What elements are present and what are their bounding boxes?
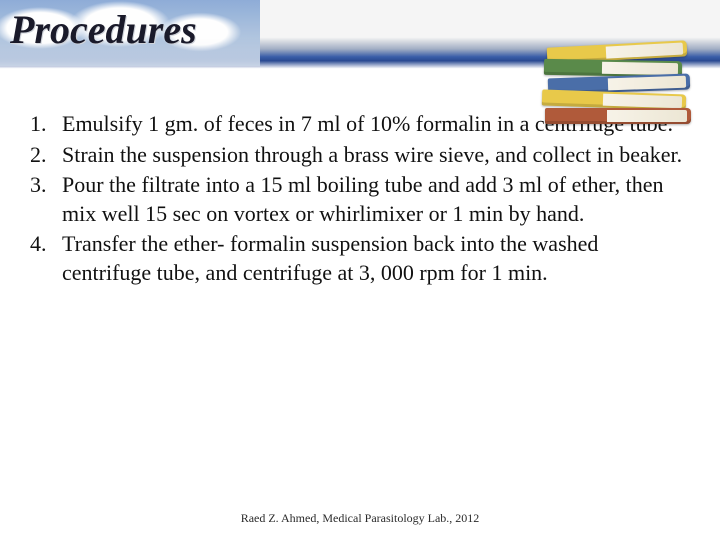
slide-title: Procedures	[10, 6, 197, 53]
header-band: Procedures	[0, 0, 720, 98]
procedure-step: Transfer the ether- formalin suspension …	[52, 230, 690, 287]
book-icon	[545, 108, 691, 124]
books-graphic	[542, 44, 692, 144]
footer-citation: Raed Z. Ahmed, Medical Parasitology Lab.…	[0, 511, 720, 526]
procedure-step: Strain the suspension through a brass wi…	[52, 141, 690, 170]
procedure-step: Pour the filtrate into a 15 ml boiling t…	[52, 171, 690, 228]
